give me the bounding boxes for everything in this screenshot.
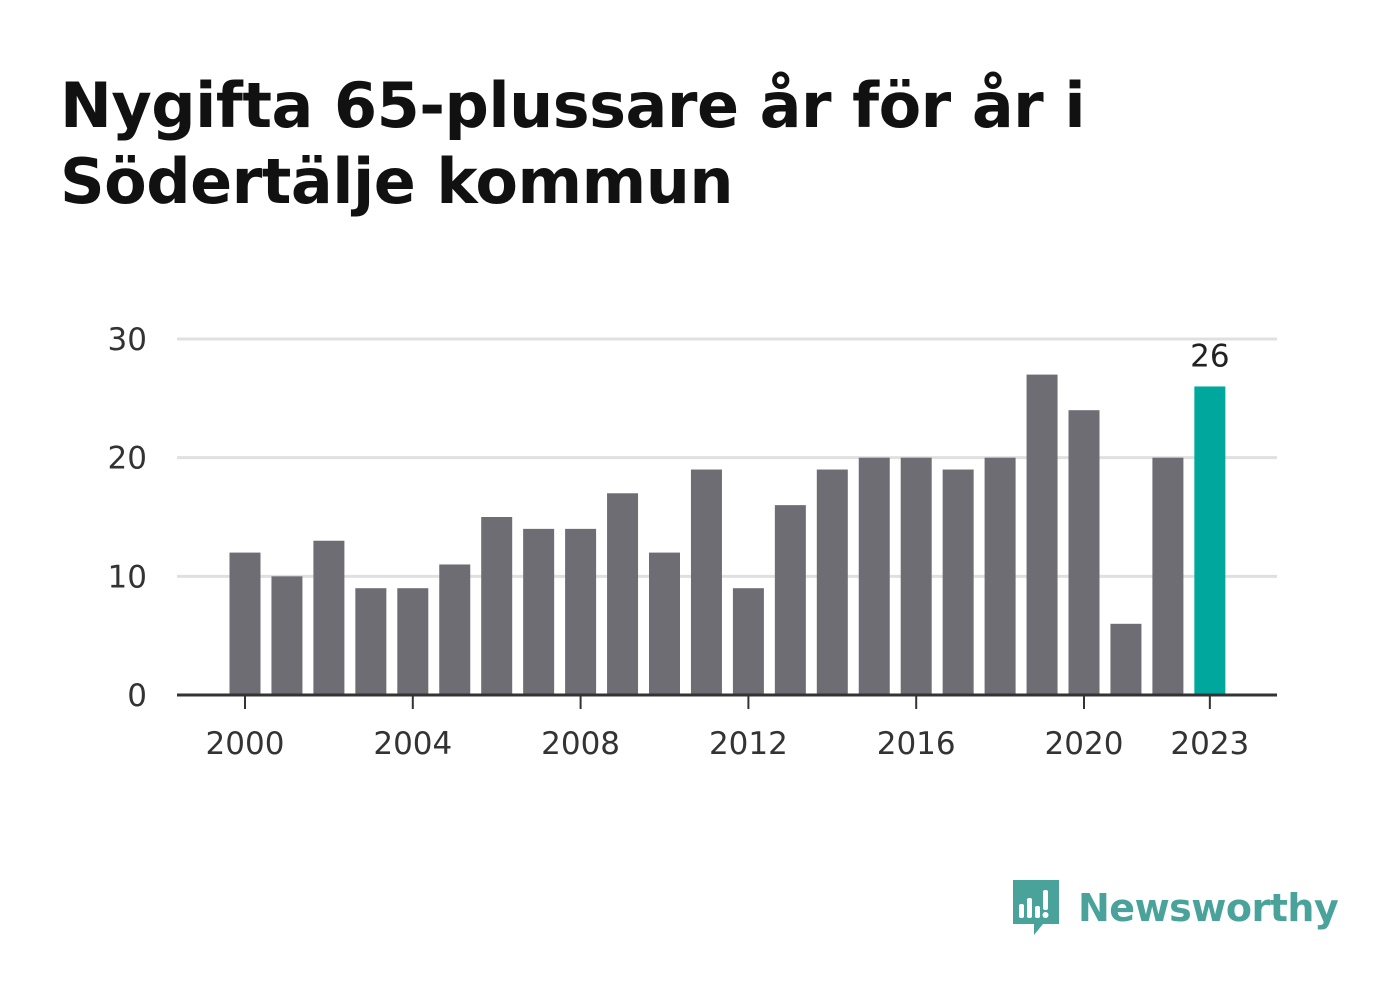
bar-2017 bbox=[942, 469, 974, 695]
bar-2023 bbox=[1194, 386, 1226, 695]
bar-2008 bbox=[565, 528, 597, 695]
bar-2014 bbox=[816, 469, 848, 695]
y-tick-label: 0 bbox=[127, 678, 147, 714]
bar-2004 bbox=[397, 588, 429, 695]
y-tick-labels: 0 10 20 30 bbox=[108, 322, 147, 714]
data-labels: 26 bbox=[1190, 338, 1229, 374]
bar-2006 bbox=[481, 517, 513, 695]
bar-2016 bbox=[900, 457, 932, 695]
y-tick-label: 10 bbox=[108, 559, 147, 595]
bar-2019 bbox=[1026, 374, 1058, 695]
bar-2018 bbox=[984, 457, 1016, 695]
bar-2020 bbox=[1068, 410, 1100, 695]
bar-2012 bbox=[732, 588, 764, 695]
data-label-2023: 26 bbox=[1190, 338, 1229, 374]
x-tick-label: 2016 bbox=[877, 726, 956, 762]
bar-2013 bbox=[774, 505, 806, 695]
newsworthy-brand: Newsworthy bbox=[1010, 878, 1339, 938]
bar-2000 bbox=[229, 552, 261, 695]
chart-title: Nygifta 65-plussare år för år i Södertäl… bbox=[60, 69, 1086, 218]
bar-2011 bbox=[690, 469, 722, 695]
bar-2015 bbox=[858, 457, 890, 695]
x-tick-label: 2020 bbox=[1045, 726, 1124, 762]
bar-2003 bbox=[355, 588, 387, 695]
bar-2001 bbox=[271, 576, 303, 695]
x-tick-labels: 2000 2004 2008 2012 2016 2020 2023 bbox=[206, 726, 1250, 762]
bar-2005 bbox=[439, 564, 471, 695]
bar-2010 bbox=[649, 552, 680, 695]
bar-2002 bbox=[313, 540, 345, 695]
newsworthy-logo-icon bbox=[1013, 880, 1059, 935]
bar-2009 bbox=[607, 493, 639, 695]
x-tick-label: 2004 bbox=[373, 726, 452, 762]
y-tick-label: 30 bbox=[108, 322, 147, 358]
x-tick-label: 2023 bbox=[1170, 726, 1249, 762]
x-tick-label: 2000 bbox=[206, 726, 285, 762]
bars bbox=[229, 374, 1226, 695]
brand-name: Newsworthy bbox=[1078, 886, 1339, 930]
bar-2021 bbox=[1110, 623, 1142, 695]
x-tick-label: 2008 bbox=[541, 726, 620, 762]
bar-2022 bbox=[1152, 457, 1184, 695]
x-axis bbox=[177, 693, 1277, 709]
x-tick-label: 2012 bbox=[709, 726, 788, 762]
y-tick-label: 20 bbox=[108, 441, 147, 477]
bar-2007 bbox=[523, 528, 555, 695]
